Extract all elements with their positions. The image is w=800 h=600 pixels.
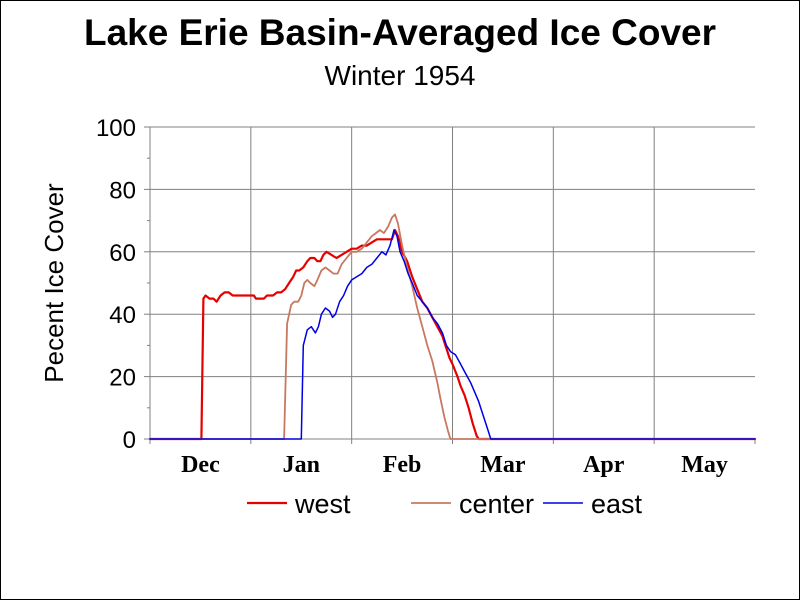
series-line-east	[149, 229, 756, 440]
series-lines	[148, 213, 757, 441]
y-tick-label: 60	[109, 240, 136, 267]
tick-labels: 0 20 40 60 80 100 Dec Jan Feb Mar Apr May	[96, 115, 728, 478]
legend: west center east	[247, 489, 643, 519]
series-line-center	[149, 213, 756, 440]
y-tick-label: 100	[96, 115, 136, 142]
x-tick-label: Feb	[383, 452, 422, 478]
x-tick-label: May	[681, 452, 728, 478]
series-line-west	[148, 228, 757, 441]
y-tick-label: 20	[109, 365, 136, 392]
chart-title: Lake Erie Basin-Averaged Ice Cover	[83, 12, 717, 53]
y-tick-label: 80	[109, 177, 136, 204]
axes	[144, 126, 756, 444]
grid-lines	[150, 126, 755, 439]
legend-label-center: center	[459, 489, 534, 519]
x-tick-label: Jan	[283, 452, 320, 478]
x-tick-label: Apr	[583, 452, 625, 478]
y-tick-label: 40	[109, 302, 136, 329]
x-tick-label: Mar	[480, 452, 526, 478]
x-tick-label: Dec	[181, 452, 220, 478]
y-tick-label: 0	[123, 427, 136, 454]
y-axis-label: Pecent Ice Cover	[39, 183, 69, 383]
legend-label-east: east	[591, 489, 643, 519]
legend-label-west: west	[294, 489, 351, 519]
chart-subtitle: Winter 1954	[324, 60, 476, 91]
